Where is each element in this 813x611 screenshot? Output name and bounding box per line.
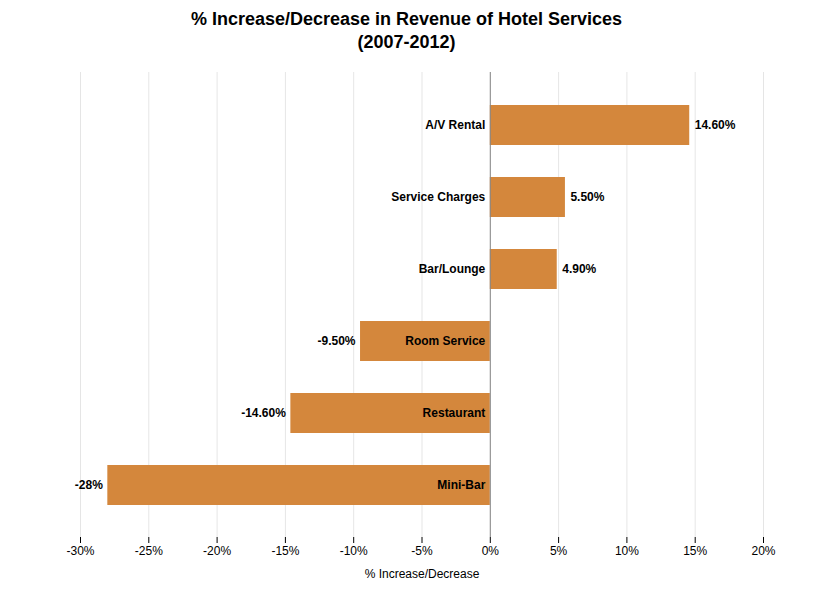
svg-text:Restaurant: Restaurant (423, 406, 486, 420)
svg-text:-20%: -20% (203, 544, 231, 558)
svg-text:-30%: -30% (66, 544, 94, 558)
svg-text:5.50%: 5.50% (570, 190, 604, 204)
svg-text:-25%: -25% (135, 544, 163, 558)
svg-text:Room Service: Room Service (405, 334, 485, 348)
svg-text:-9.50%: -9.50% (317, 334, 355, 348)
svg-text:-10%: -10% (340, 544, 368, 558)
svg-text:A/V Rental: A/V Rental (425, 118, 485, 132)
svg-text:0%: 0% (482, 544, 500, 558)
svg-text:5%: 5% (550, 544, 568, 558)
html-text:% Increase/Decrease in Revenue: % Increase/Decrease in Revenue of Hotel … (190, 9, 623, 52)
svg-text:-14.60%: -14.60% (241, 406, 286, 420)
svg-text:Mini-Bar: Mini-Bar (437, 478, 485, 492)
svg-text:% Increase/Decrease: % Increase/Decrease (365, 567, 480, 581)
svg-text:-5%: -5% (411, 544, 433, 558)
svg-text:-15%: -15% (271, 544, 299, 558)
svg-text:-28%: -28% (75, 478, 103, 492)
svg-text:15%: 15% (683, 544, 707, 558)
svg-text:4.90%: 4.90% (562, 262, 596, 276)
svg-text:Bar/Lounge: Bar/Lounge (419, 262, 486, 276)
svg-text:10%: 10% (615, 544, 639, 558)
svg-text:14.60%: 14.60% (695, 118, 736, 132)
svg-text:20%: 20% (751, 544, 775, 558)
svg-text:Service Charges: Service Charges (391, 190, 485, 204)
